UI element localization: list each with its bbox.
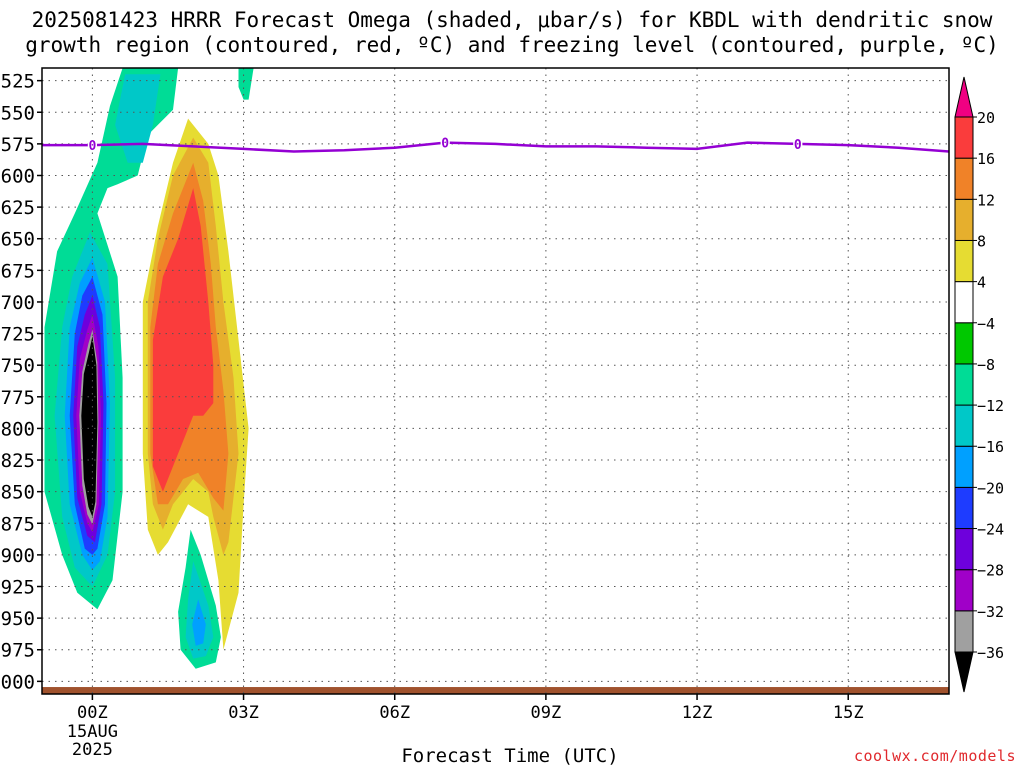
freezing-level-contour: 0 0 0 bbox=[42, 135, 949, 156]
x-tick-label: 06Z bbox=[379, 703, 410, 723]
colorbar-label: −28 bbox=[977, 562, 1004, 580]
colorbar-box bbox=[954, 404, 974, 447]
y-tick-label: 650 bbox=[1, 229, 35, 251]
colorbar-label: 16 bbox=[977, 150, 995, 168]
x-tick-label: 03Z bbox=[228, 703, 259, 723]
colorbar-box bbox=[954, 239, 974, 283]
x-tick-sublabel: 15AUG bbox=[67, 722, 118, 742]
colorbar-label: −24 bbox=[977, 521, 1004, 539]
y-tick-label: 875 bbox=[1, 513, 35, 535]
y-tick-label: 525 bbox=[1, 71, 35, 93]
freezing-level-label: 0 bbox=[88, 139, 96, 154]
colorbar-bottom-triangle bbox=[954, 651, 974, 693]
ground-band bbox=[42, 687, 949, 694]
omega-shaded-regions bbox=[44, 68, 949, 682]
grid-lines bbox=[42, 68, 949, 694]
y-tick-label: 800 bbox=[1, 418, 35, 440]
colorbar-box bbox=[954, 322, 974, 365]
colorbar-label: −8 bbox=[977, 356, 995, 374]
colorbar-box bbox=[954, 528, 974, 571]
y-tick-label: 600 bbox=[1, 165, 35, 187]
colorbar-label: 12 bbox=[977, 191, 995, 209]
y-tick-label: 550 bbox=[1, 102, 35, 124]
colorbar-legend: 20 16 12 8 4 −4 −8 −12 −16 −20 −24 −28 −32 −36 bbox=[954, 76, 1004, 693]
colorbar-box bbox=[954, 363, 974, 406]
y-tick-label: 975 bbox=[1, 640, 35, 662]
chart-title-line-1: 2025081423 HRRR Forecast Omega (shaded, … bbox=[31, 8, 993, 32]
y-tick-label: 625 bbox=[1, 197, 35, 219]
y-tick-label: 900 bbox=[1, 545, 35, 567]
colorbar-label: 20 bbox=[977, 109, 995, 127]
ground-surface bbox=[42, 687, 949, 694]
y-tick-label: 725 bbox=[1, 324, 35, 346]
colorbar-label: −16 bbox=[977, 438, 1004, 456]
omega-region bbox=[115, 74, 161, 163]
omega-region bbox=[188, 99, 949, 682]
omega-region bbox=[142, 643, 158, 675]
freezing-level-label: 0 bbox=[441, 137, 449, 152]
colorbar-label: −32 bbox=[977, 603, 1004, 621]
plot-frame bbox=[41, 67, 950, 695]
colorbar-box bbox=[954, 610, 974, 653]
colorbar-label: 4 bbox=[977, 274, 986, 292]
omega-region bbox=[192, 599, 206, 646]
omega-region bbox=[81, 336, 98, 517]
colorbar-box bbox=[954, 569, 974, 612]
colorbar-box bbox=[954, 281, 974, 324]
omega-region bbox=[425, 542, 456, 619]
colorbar-top-triangle bbox=[954, 76, 974, 118]
y-tick-label: 675 bbox=[1, 260, 35, 282]
y-tick-label: 950 bbox=[1, 608, 35, 630]
freezing-level-line bbox=[42, 141, 949, 153]
x-tick-label: 12Z bbox=[682, 703, 713, 723]
y-tick-label: 850 bbox=[1, 482, 35, 504]
colorbar-box bbox=[954, 157, 974, 200]
omega-region bbox=[238, 68, 254, 100]
y-tick-label: 575 bbox=[1, 134, 35, 156]
colorbar-box bbox=[954, 198, 974, 241]
x-tick-label: 09Z bbox=[531, 703, 562, 723]
omega-region bbox=[571, 472, 748, 612]
x-tick-label: 00Z bbox=[77, 703, 108, 723]
y-tick-label: 750 bbox=[1, 355, 35, 377]
colorbar-label: −20 bbox=[977, 479, 1004, 497]
x-tick-sublabel: 2025 bbox=[72, 740, 113, 760]
freezing-level-label: 0 bbox=[794, 138, 802, 153]
y-tick-label: 925 bbox=[1, 577, 35, 599]
y-tick-label: 700 bbox=[1, 292, 35, 314]
chart-title-line-2: growth region (contoured, red, ºC) and f… bbox=[25, 33, 999, 57]
colorbar-label: −12 bbox=[977, 397, 1004, 415]
credit-link[interactable]: coolwx.com/models bbox=[853, 747, 1016, 765]
y-tick-label: 1000 bbox=[0, 671, 35, 693]
colorbar-box bbox=[954, 116, 974, 159]
colorbar-label: 8 bbox=[977, 232, 986, 250]
colorbar-box bbox=[954, 445, 974, 488]
omega-region bbox=[152, 188, 214, 492]
y-tick-label: 825 bbox=[1, 450, 35, 472]
y-tick-label: 775 bbox=[1, 387, 35, 409]
x-tick-label: 15Z bbox=[833, 703, 864, 723]
x-axis-label: Forecast Time (UTC) bbox=[401, 745, 619, 767]
colorbar-box bbox=[954, 486, 974, 530]
colorbar-label: −4 bbox=[977, 315, 995, 333]
y-axis-pressure: 525 550 575 600 625 650 675 700 725 750 775 800 825 8… bbox=[0, 71, 42, 693]
colorbar-label: −36 bbox=[977, 644, 1004, 662]
